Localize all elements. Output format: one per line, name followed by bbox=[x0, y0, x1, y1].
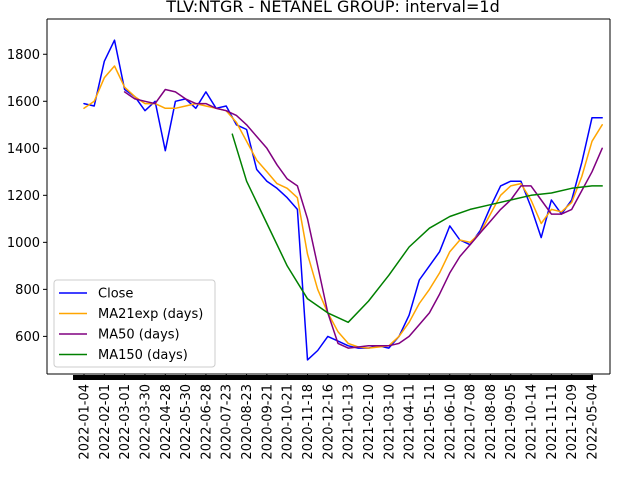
legend: Close MA21exp (days) MA50 (days) MA150 (day… bbox=[53, 279, 216, 368]
x-tick-label: 2021-02-10 bbox=[362, 384, 377, 460]
y-tick-label: 1800 bbox=[7, 48, 40, 63]
x-tick-label: 2021-08-08 bbox=[484, 384, 499, 460]
x-tick-label: 2021-07-08 bbox=[464, 384, 479, 460]
y-tick-label: 800 bbox=[15, 283, 40, 298]
y-tick-label: 1600 bbox=[7, 95, 40, 110]
y-tick-label: 1400 bbox=[7, 142, 40, 157]
x-tick-label: 2021-06-10 bbox=[443, 384, 458, 460]
x-tick-label: 2022-03-01 bbox=[118, 384, 133, 460]
legend-label: Close bbox=[98, 287, 133, 302]
x-tick-label: 2020-09-21 bbox=[260, 384, 275, 460]
x-tick-label: 2021-04-11 bbox=[403, 384, 418, 460]
legend-label: MA150 (days) bbox=[98, 348, 188, 363]
y-tick-label: 1200 bbox=[7, 189, 40, 204]
y-tick-label: 1000 bbox=[7, 236, 40, 251]
x-tick-label: 2020-11-18 bbox=[301, 384, 316, 460]
x-tick-label: 2021-05-11 bbox=[423, 384, 438, 460]
x-tick-label: 2020-08-23 bbox=[240, 384, 255, 460]
x-tick-label: 2022-05-30 bbox=[179, 384, 194, 460]
x-tick-label: 2022-01-04 bbox=[78, 384, 93, 460]
x-tick-label: 2021-11-11 bbox=[545, 384, 560, 460]
x-tick-label: 2022-03-30 bbox=[138, 384, 153, 460]
series-line-1 bbox=[83, 65, 603, 349]
series-layer bbox=[83, 39, 603, 361]
chart-title: TLV:NTGR - NETANEL GROUP: interval=1d bbox=[165, 0, 499, 16]
x-tick-label: 2021-12-09 bbox=[565, 384, 580, 460]
x-tick-label: 2022-05-04 bbox=[586, 384, 601, 460]
x-tick-label: 2021-03-10 bbox=[382, 384, 397, 460]
y-tick-label: 600 bbox=[15, 330, 40, 345]
legend-label: MA21exp (days) bbox=[98, 307, 203, 322]
x-tick-label: 2022-04-28 bbox=[159, 384, 174, 460]
series-line-0 bbox=[83, 39, 603, 361]
x-axis: 2022-01-04 2022-02-01 2022-03-01 2022-03-30… bbox=[78, 374, 601, 460]
x-tick-label: 2021-10-14 bbox=[525, 384, 540, 460]
x-tick-label: 2020-07-23 bbox=[220, 384, 235, 460]
legend-box bbox=[53, 279, 216, 368]
y-axis: 600 800 1000 1200 1400 1600 1800 bbox=[7, 48, 47, 345]
x-tick-label: 2022-02-01 bbox=[98, 384, 113, 460]
x-tick-label: 2020-12-16 bbox=[321, 384, 336, 460]
axes-frame bbox=[46, 18, 611, 375]
x-tick-label: 2020-10-21 bbox=[281, 384, 296, 460]
series-line-3 bbox=[231, 133, 603, 324]
x-tick-label: 2021-09-05 bbox=[504, 384, 519, 460]
x-tick-band bbox=[73, 375, 593, 380]
legend-label: MA50 (days) bbox=[98, 328, 180, 343]
x-tick-label: 2022-06-28 bbox=[199, 384, 214, 460]
x-tick-label: 2021-01-13 bbox=[342, 384, 357, 460]
series-line-2 bbox=[123, 88, 603, 349]
